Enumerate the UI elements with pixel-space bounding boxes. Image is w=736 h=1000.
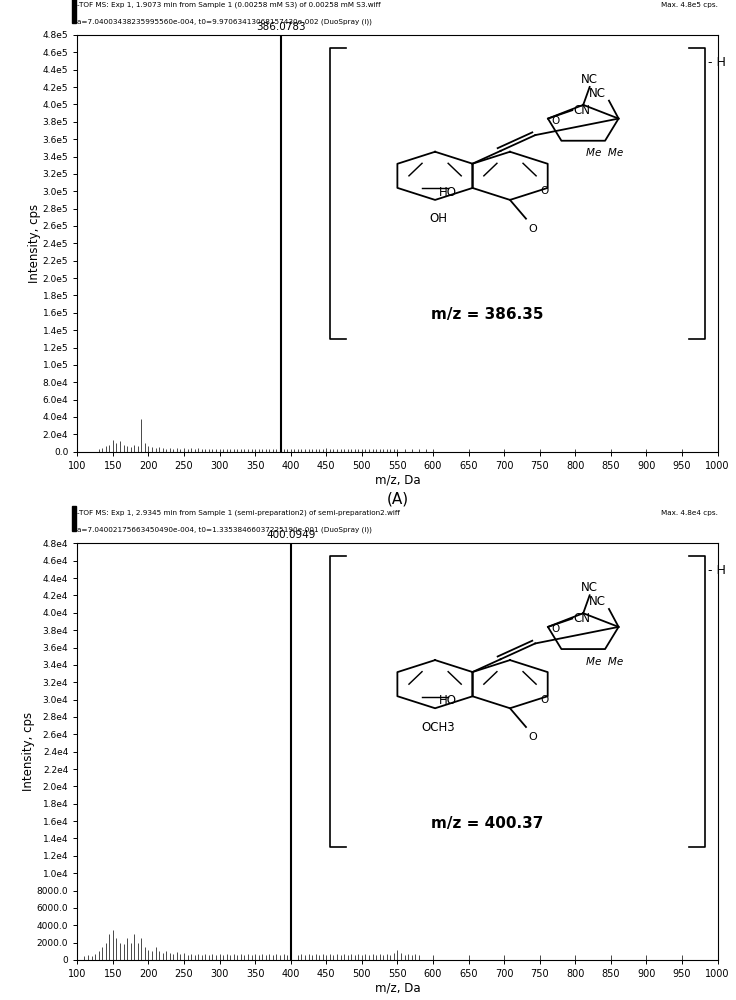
Text: NC: NC (581, 581, 598, 594)
Text: Me  Me: Me Me (587, 657, 623, 667)
Text: - H: - H (708, 564, 726, 577)
Bar (71, 506, 76, 531)
Text: CN: CN (573, 104, 590, 117)
Text: -TOF MS: Exp 1, 1.9073 min from Sample 1 (0.00258 mM S3) of 0.00258 mM S3.wiff: -TOF MS: Exp 1, 1.9073 min from Sample 1… (77, 1, 381, 8)
Text: Max. 4.8e4 cps.: Max. 4.8e4 cps. (661, 510, 718, 516)
Text: O: O (540, 695, 548, 705)
Text: O: O (540, 186, 548, 196)
Text: m/z = 400.37: m/z = 400.37 (431, 816, 544, 831)
Text: CN: CN (573, 612, 590, 625)
Text: NC: NC (581, 73, 598, 86)
Text: HO: HO (439, 694, 457, 707)
Text: O: O (551, 116, 559, 126)
Text: O: O (551, 624, 559, 634)
X-axis label: m/z, Da: m/z, Da (375, 473, 420, 486)
Text: OH: OH (429, 212, 447, 225)
X-axis label: m/z, Da: m/z, Da (375, 982, 420, 995)
Y-axis label: Intensity, cps: Intensity, cps (22, 712, 35, 791)
Text: Max. 4.8e5 cps.: Max. 4.8e5 cps. (661, 2, 718, 8)
Text: NC: NC (589, 595, 606, 608)
Text: -TOF MS: Exp 1, 2.9345 min from Sample 1 (semi-preparation2) of semi-preparation: -TOF MS: Exp 1, 2.9345 min from Sample 1… (77, 510, 400, 516)
Text: a=7.04003438235995560e-004, t0=9.97063413068157430e-002 (DuoSpray (i)): a=7.04003438235995560e-004, t0=9.9706341… (77, 18, 372, 25)
Text: - H: - H (708, 56, 726, 69)
Text: Me  Me: Me Me (587, 148, 623, 158)
Text: m/z = 386.35: m/z = 386.35 (431, 308, 544, 322)
Text: HO: HO (439, 186, 457, 199)
Text: O: O (528, 732, 537, 742)
Text: NC: NC (589, 87, 606, 100)
Text: a=7.04002175663450490e-004, t0=1.33538466037225190e-001 (DuoSpray (i)): a=7.04002175663450490e-004, t0=1.3353846… (77, 526, 372, 533)
Text: 400.0949: 400.0949 (266, 530, 316, 540)
Text: (A): (A) (386, 491, 408, 506)
Text: 386.0783: 386.0783 (256, 22, 305, 32)
Bar (71, 0, 76, 22)
Text: OCH3: OCH3 (422, 721, 455, 734)
Y-axis label: Intensity, cps: Intensity, cps (28, 204, 41, 283)
Text: O: O (528, 224, 537, 234)
